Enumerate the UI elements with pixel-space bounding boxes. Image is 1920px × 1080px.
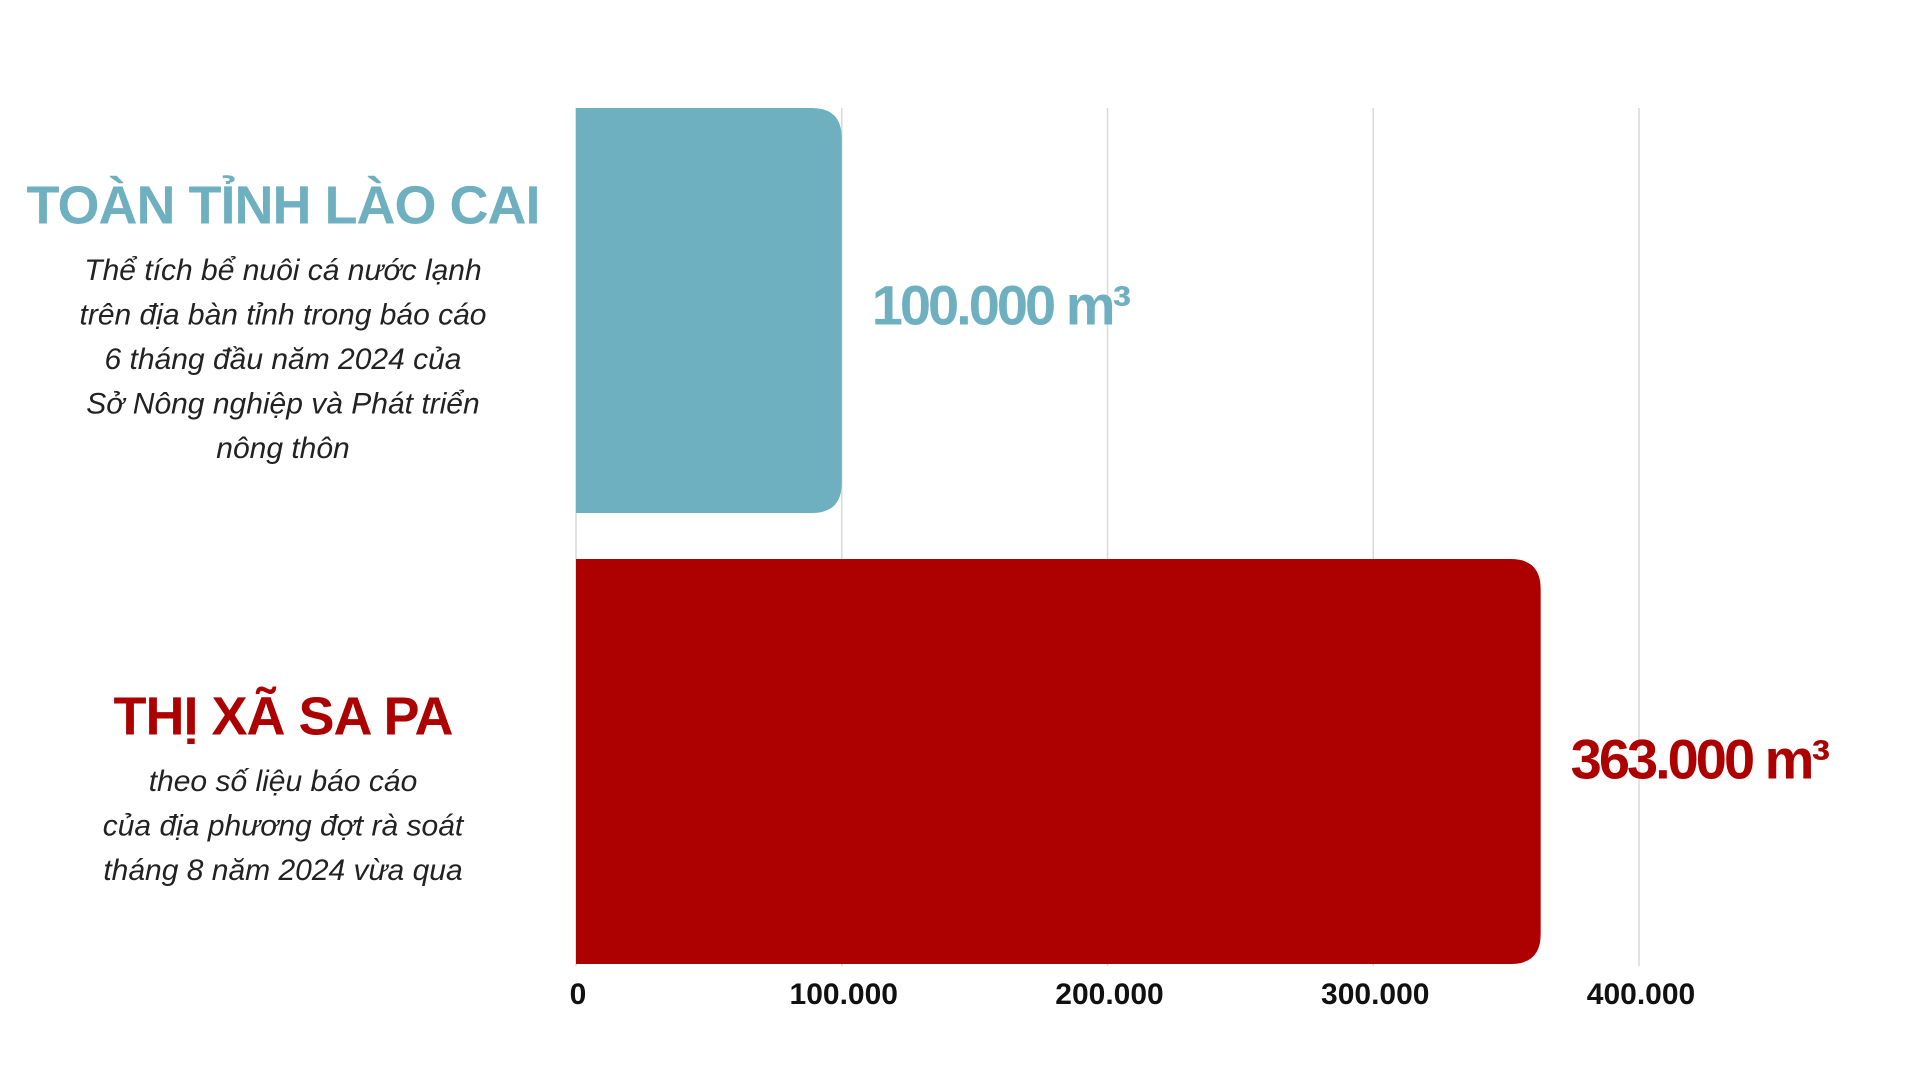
category-note: 6 tháng đầu năm 2024 của (105, 343, 462, 376)
category-note: trên địa bàn tỉnh trong báo cáo (80, 298, 487, 331)
x-tick-label: 200.000 (1055, 978, 1163, 1011)
value-label: 363.000 m³ (1571, 727, 1830, 790)
category-note: nông thôn (216, 432, 349, 465)
x-tick-label: 300.000 (1321, 978, 1429, 1011)
x-tick-label: 100.000 (790, 978, 898, 1011)
category-note: của địa phương đợt rà soát (103, 809, 465, 842)
category-note: tháng 8 năm 2024 vừa qua (103, 854, 462, 887)
bar (576, 108, 842, 513)
x-tick-label: 400.000 (1587, 978, 1695, 1011)
category-note: Sở Nông nghiệp và Phát triển (86, 387, 479, 420)
category-note: theo số liệu báo cáo (149, 765, 418, 798)
category-label: TOÀN TỈNH LÀO CAI (27, 175, 540, 235)
category-note: Thể tích bể nuôi cá nước lạnh (84, 254, 481, 287)
bar (576, 559, 1541, 964)
category-label: THỊ XÃ SA PA (113, 686, 452, 746)
value-label: 100.000 m³ (872, 273, 1131, 336)
x-tick-label: 0 (570, 978, 587, 1011)
